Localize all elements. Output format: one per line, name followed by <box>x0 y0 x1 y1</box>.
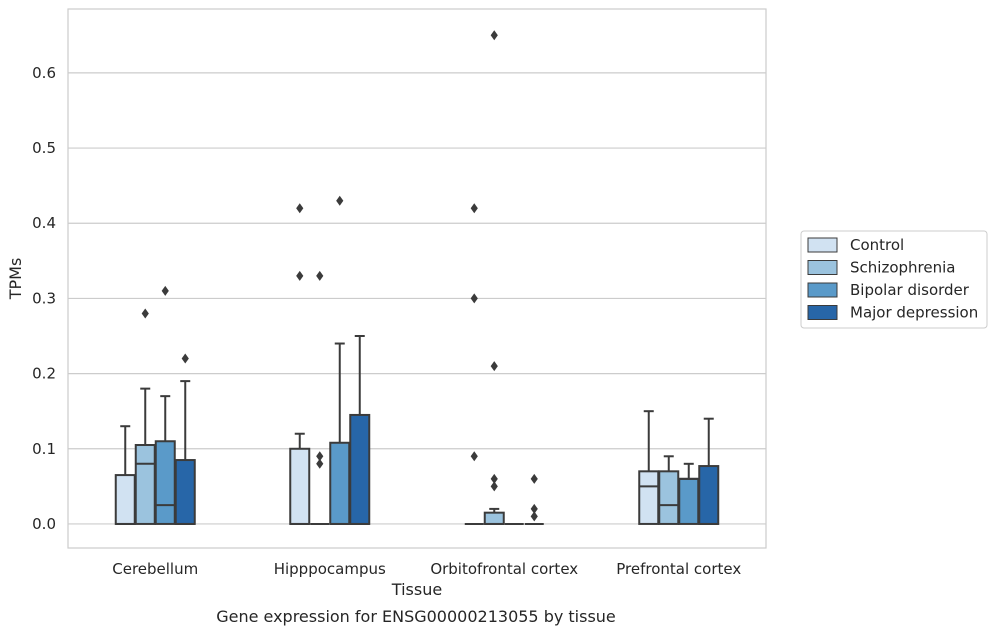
legend-swatch <box>807 282 838 298</box>
plot-frame <box>67 8 767 549</box>
box-body <box>289 447 311 525</box>
outlier-point <box>490 473 498 484</box>
outlier-point <box>316 451 324 462</box>
legend-swatch <box>807 260 838 275</box>
y-tick-label: 0.5 <box>32 139 56 157</box>
outlier-point <box>316 270 324 281</box>
y-tick-label: 0.2 <box>32 365 56 383</box>
outlier-point <box>530 473 538 484</box>
box-control <box>289 432 311 525</box>
box-schizophrenia <box>658 455 680 525</box>
box-schizophrenia <box>134 387 156 525</box>
box-schizophrenia <box>483 507 505 525</box>
legend-label: Control <box>850 236 904 254</box>
boxplots <box>114 335 720 525</box>
box-control <box>638 410 660 525</box>
box-bipolar-disorder <box>678 462 700 525</box>
x-axis-title: Tissue <box>391 580 442 599</box>
legend-label: Major depression <box>850 304 978 322</box>
outlier-point <box>181 353 189 364</box>
outlier-point <box>296 270 304 281</box>
outlier-point <box>530 503 538 514</box>
box-major-depression <box>698 417 720 525</box>
legend: Control Schizophrenia Bipolar disorder Majo… <box>800 230 988 329</box>
outlier-point <box>316 458 324 469</box>
outlier-point <box>490 481 498 492</box>
x-tick-label: Hipppocampus <box>274 560 386 578</box>
y-tick-label: 0.1 <box>32 440 56 458</box>
outlier-point <box>141 308 149 319</box>
x-tick-label: Orbitofrontal cortex <box>430 560 578 578</box>
box-body <box>483 511 505 525</box>
box-body <box>329 441 351 525</box>
box-major-depression <box>349 335 371 525</box>
outlier-point <box>470 203 478 214</box>
figure-caption: Gene expression for ENSG00000213055 by t… <box>216 607 616 626</box>
outlier-point <box>161 285 169 296</box>
outlier-point <box>490 361 498 372</box>
box-control <box>114 425 136 525</box>
box-body <box>698 465 720 525</box>
y-tick-label: 0.6 <box>32 64 56 82</box>
y-tick-labels: 0.0 0.1 0.2 0.3 0.4 0.5 0.6 <box>32 64 56 533</box>
box-body <box>678 477 700 525</box>
legend-label: Bipolar disorder <box>850 281 970 299</box>
box-body <box>174 459 196 525</box>
legend-label: Schizophrenia <box>850 259 955 277</box>
y-tick-label: 0.3 <box>32 289 56 307</box>
outlier-point <box>336 195 344 206</box>
x-tick-label: Cerebellum <box>112 560 198 578</box>
box-bipolar-disorder <box>154 395 176 525</box>
box-body <box>658 470 680 525</box>
legend-frame <box>800 230 988 329</box>
outlier-point <box>530 511 538 522</box>
outlier-point <box>490 30 498 41</box>
outlier-point <box>296 203 304 214</box>
x-tick-label: Prefrontal cortex <box>616 560 741 578</box>
y-tick-label: 0.4 <box>32 214 56 232</box>
x-tick-labels: Cerebellum Hipppocampus Orbitofrontal cort… <box>112 560 741 578</box>
box-body <box>114 474 136 525</box>
outlier-point <box>470 293 478 304</box>
y-axis-title: TPMs <box>6 258 25 301</box>
box-body <box>638 470 660 525</box>
box-body <box>349 413 371 525</box>
outlier-point <box>470 451 478 462</box>
box-bipolar-disorder <box>329 342 351 525</box>
legend-swatch <box>807 305 838 320</box>
outlier-points <box>141 30 538 522</box>
y-tick-label: 0.0 <box>32 515 56 533</box>
box-major-depression <box>174 380 196 525</box>
box-body <box>134 444 156 525</box>
legend-swatch <box>807 237 838 253</box>
box-body <box>154 440 176 525</box>
